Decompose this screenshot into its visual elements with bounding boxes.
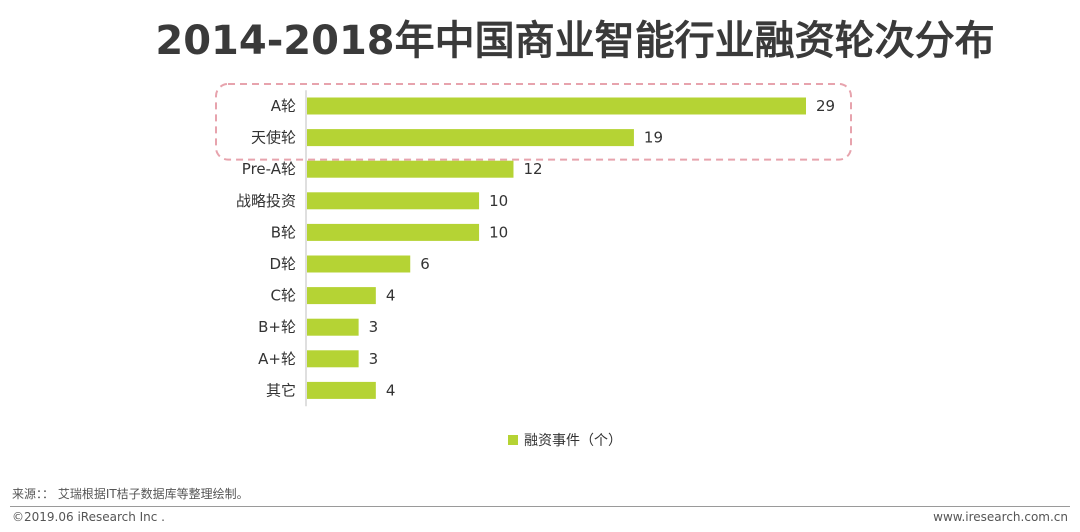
value-label: 6 xyxy=(420,255,430,273)
category-label: 战略投资 xyxy=(236,192,296,210)
value-label: 12 xyxy=(523,160,542,178)
value-label: 10 xyxy=(489,192,508,210)
bar xyxy=(307,381,376,399)
category-label: 其它 xyxy=(266,381,296,399)
category-label: A轮 xyxy=(271,97,296,115)
legend-swatch xyxy=(508,435,518,445)
category-label: 天使轮 xyxy=(251,129,296,147)
value-label: 4 xyxy=(386,381,396,399)
legend: 融资事件（个） xyxy=(508,430,622,450)
value-label: 29 xyxy=(816,97,835,115)
website-link[interactable]: www.iresearch.com.cn xyxy=(933,510,1068,524)
bar xyxy=(307,160,514,178)
source-note: 来源：： 艾瑞根据IT桔子数据库等整理绘制。 xyxy=(12,487,249,501)
category-label: B轮 xyxy=(271,223,296,241)
copyright-text: ©2019.06 iResearch Inc . xyxy=(12,510,165,524)
bar xyxy=(307,350,359,368)
legend-label: 融资事件（个） xyxy=(524,433,622,449)
value-label: 4 xyxy=(386,287,396,305)
category-label: B+轮 xyxy=(258,318,296,336)
category-label: A+轮 xyxy=(258,350,296,368)
category-label: C轮 xyxy=(271,287,296,305)
bar xyxy=(307,223,480,241)
value-label: 3 xyxy=(369,350,379,368)
chart-title: 2014-2018年中国商业智能行业融资轮次分布 xyxy=(155,18,995,64)
category-label: Pre-A轮 xyxy=(242,160,296,178)
category-label: D轮 xyxy=(269,255,296,273)
value-label: 3 xyxy=(369,318,379,336)
bar xyxy=(307,318,359,336)
bar xyxy=(307,287,376,305)
bar xyxy=(307,97,806,115)
bar xyxy=(307,255,411,273)
bar xyxy=(307,129,634,147)
value-label: 19 xyxy=(644,129,663,147)
bar xyxy=(307,192,480,210)
value-label: 10 xyxy=(489,223,508,241)
footer-divider xyxy=(10,506,1070,507)
highlight-box xyxy=(215,83,852,161)
